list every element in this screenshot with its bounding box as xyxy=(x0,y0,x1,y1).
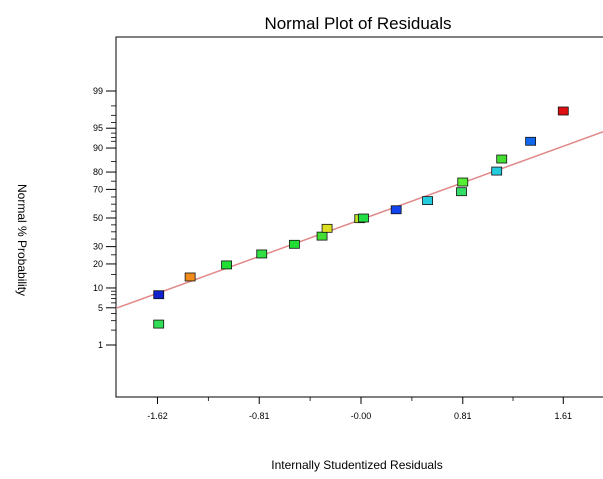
data-point xyxy=(256,249,268,259)
y-tick-label: 1 xyxy=(98,340,103,350)
x-tick-label: -1.62 xyxy=(147,411,168,421)
y-tick-label: 5 xyxy=(98,303,103,313)
y-tick-label: 70 xyxy=(93,184,103,194)
y-tick-label: 99 xyxy=(93,86,103,96)
y-axis-label: Normal % Probability xyxy=(15,184,29,296)
y-tick-label: 80 xyxy=(93,167,103,177)
y-tick-label: 20 xyxy=(93,259,103,269)
x-axis-label: Internally Studentized Residuals xyxy=(271,458,442,472)
data-point xyxy=(525,136,537,146)
x-axis: -1.62 -0.81 -0.00 0.81 1.61 xyxy=(147,397,572,421)
x-tick-label: -0.81 xyxy=(249,411,270,421)
data-point xyxy=(153,290,165,300)
x-tick-label: 0.81 xyxy=(454,411,472,421)
chart-title: Normal Plot of Residuals xyxy=(264,14,451,33)
data-point xyxy=(457,177,469,187)
x-tick-label: 1.61 xyxy=(555,411,573,421)
y-tick-label: 50 xyxy=(93,213,103,223)
data-point xyxy=(321,223,333,233)
data-points xyxy=(153,106,569,329)
data-point xyxy=(153,319,165,329)
data-point xyxy=(456,187,467,197)
data-point xyxy=(557,106,569,116)
data-point xyxy=(496,154,508,164)
data-point xyxy=(422,196,433,206)
y-tick-label: 30 xyxy=(93,242,103,252)
y-axis: 1 5 10 20 30 50 70 80 90 95 99 xyxy=(93,86,116,350)
data-point xyxy=(184,272,196,282)
y-tick-label: 10 xyxy=(93,283,103,293)
data-point xyxy=(289,239,300,249)
data-point xyxy=(221,260,232,270)
y-tick-label: 95 xyxy=(93,123,103,133)
data-point xyxy=(390,205,402,215)
data-point xyxy=(316,231,328,241)
data-point xyxy=(491,166,503,176)
x-tick-label: -0.00 xyxy=(351,411,372,421)
y-tick-label: 90 xyxy=(93,143,103,153)
data-point xyxy=(358,213,369,223)
